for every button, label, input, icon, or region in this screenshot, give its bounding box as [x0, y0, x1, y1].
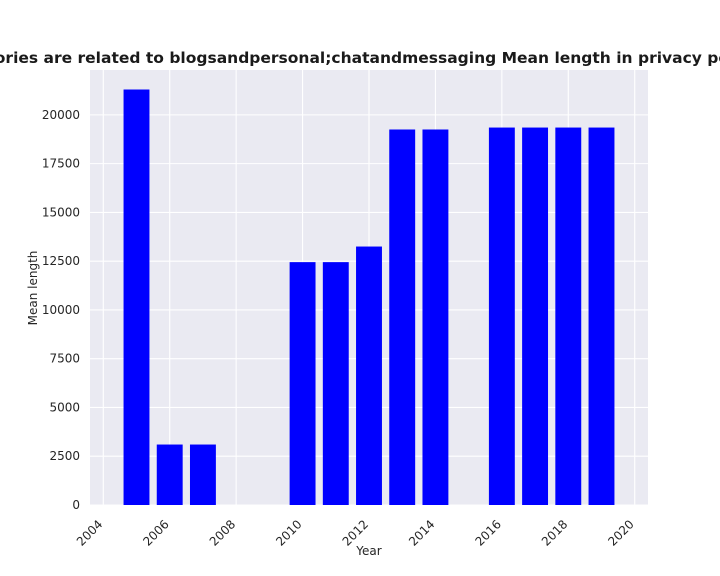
x-tick-label: 2014 — [406, 517, 437, 548]
x-tick-label: 2006 — [140, 517, 171, 548]
bar-2016 — [488, 127, 515, 505]
bar-2017 — [522, 127, 549, 505]
bar-2007 — [189, 444, 216, 505]
bar-2013 — [389, 129, 416, 505]
bar-2010 — [289, 262, 316, 505]
x-tick-label: 2008 — [207, 517, 238, 548]
bar-2005 — [123, 89, 150, 506]
bar-2011 — [322, 262, 349, 505]
x-tick-label: 2016 — [472, 517, 503, 548]
y-axis-label: Mean length — [26, 251, 40, 326]
y-tick-label: 17500 — [42, 157, 80, 171]
x-axis-label: Year — [355, 544, 381, 558]
y-tick-label: 10000 — [42, 303, 80, 317]
y-tick-label: 7500 — [49, 352, 80, 366]
bar-2014 — [422, 129, 449, 505]
bar-2019 — [588, 127, 615, 505]
x-tick-label: 2004 — [74, 517, 105, 548]
x-tick-label: 2020 — [605, 517, 636, 548]
y-tick-label: 12500 — [42, 254, 80, 268]
y-tick-labels: 0 2500 5000 7500 10000 12500 15000 17500 20000 — [42, 108, 80, 512]
y-tick-label: 15000 — [42, 205, 80, 219]
x-tick-label: 2018 — [539, 517, 570, 548]
chart-title: categories are related to blogsandperson… — [0, 49, 720, 67]
x-tick-label: 2010 — [273, 517, 304, 548]
bar-2012 — [356, 246, 382, 505]
y-tick-label: 0 — [72, 498, 80, 512]
y-tick-label: 20000 — [42, 108, 80, 122]
bars — [123, 89, 615, 506]
y-tick-label: 5000 — [49, 400, 80, 414]
bar-2006 — [156, 444, 183, 505]
bar-2018 — [555, 127, 582, 505]
y-tick-label: 2500 — [49, 449, 80, 463]
